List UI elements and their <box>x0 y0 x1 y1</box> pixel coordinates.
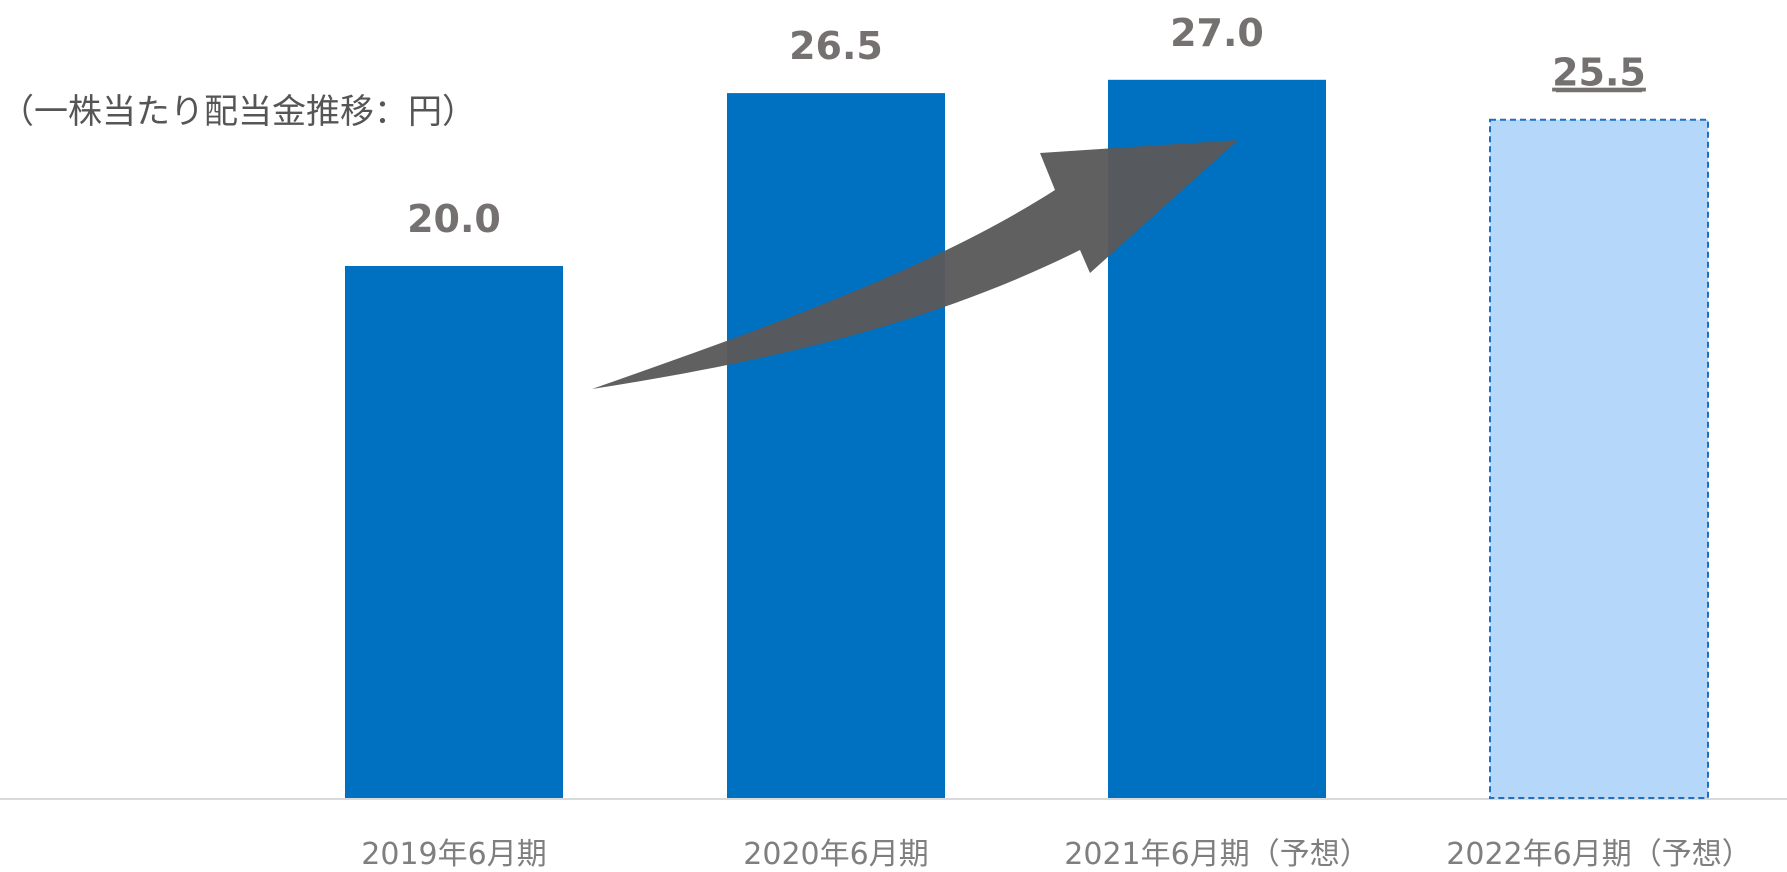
bar-3 <box>1489 118 1709 799</box>
bar-1 <box>727 93 945 799</box>
unit-label: （一株当たり配当金推移：円） <box>0 92 476 132</box>
category-label-3: 2022年6月期（予想） <box>1446 837 1751 868</box>
value-label-0: 20.0 <box>407 197 501 241</box>
value-label-2: 27.0 <box>1170 11 1264 55</box>
category-label-1: 2020年6月期 <box>743 837 928 868</box>
bar-0 <box>345 266 563 798</box>
category-label-2: 2021年6月期（予想） <box>1064 837 1369 868</box>
value-label-1: 26.5 <box>789 24 883 68</box>
growth-arrow-icon <box>592 140 1238 389</box>
category-label-0: 2019年6月期 <box>361 837 546 868</box>
value-label-3: 25.5 <box>1552 51 1646 95</box>
